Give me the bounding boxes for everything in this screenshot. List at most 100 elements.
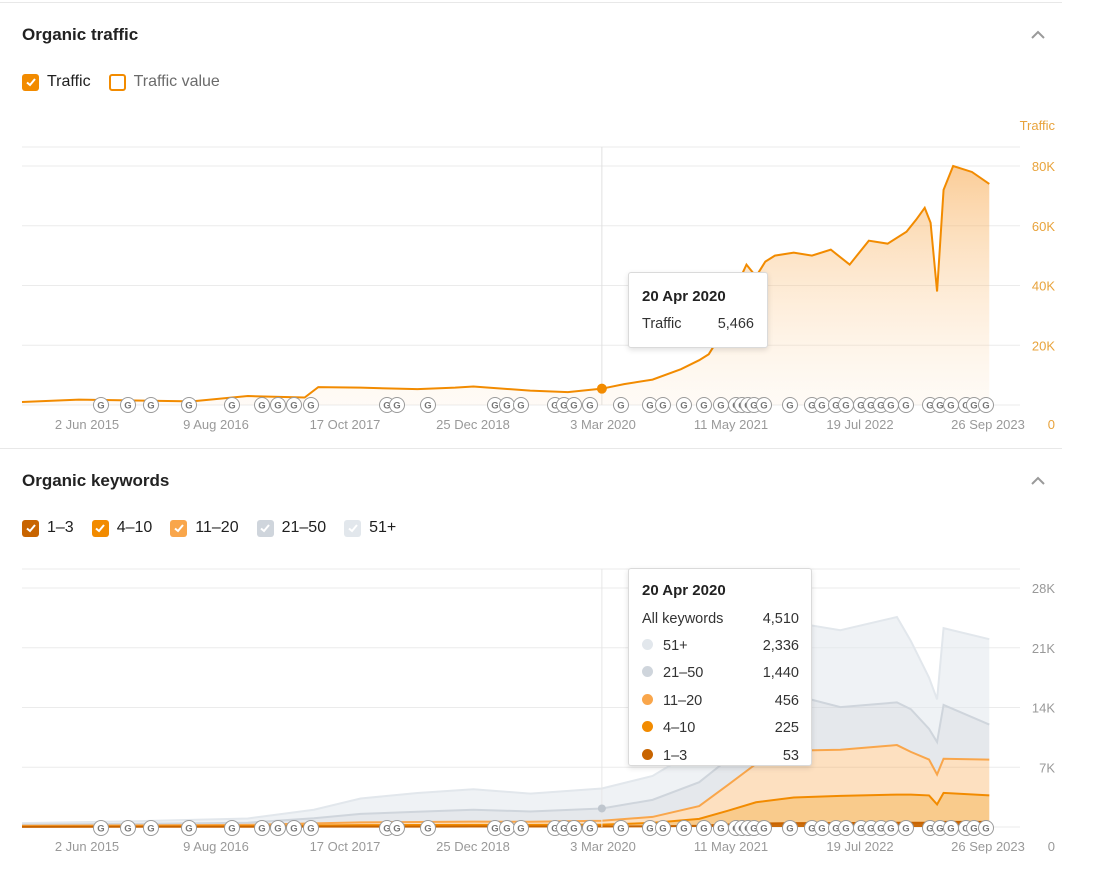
svg-text:G: G bbox=[97, 824, 104, 835]
google-update-icon[interactable]: G bbox=[254, 820, 270, 836]
google-update-icon[interactable]: G bbox=[224, 820, 240, 836]
google-update-icon[interactable]: G bbox=[696, 397, 712, 413]
legend-traffic-toggle[interactable]: Traffic bbox=[22, 73, 91, 91]
svg-text:G: G bbox=[842, 824, 849, 835]
tooltip-row-label: 51+ bbox=[663, 638, 688, 654]
x-tick-label: 9 Aug 2016 bbox=[183, 839, 249, 854]
collapse-keywords-chevron-up-icon[interactable] bbox=[1028, 471, 1048, 491]
x-tick-label: 19 Jul 2022 bbox=[826, 839, 893, 854]
google-update-icon[interactable]: G bbox=[93, 397, 109, 413]
google-update-icon[interactable]: G bbox=[655, 820, 671, 836]
google-update-icon[interactable]: G bbox=[814, 397, 830, 413]
google-update-icon[interactable]: G bbox=[613, 820, 629, 836]
tooltip-row-value: 2,336 bbox=[762, 638, 799, 654]
google-update-icon[interactable]: G bbox=[270, 397, 286, 413]
legend-traffic-value-toggle[interactable]: Traffic value bbox=[108, 73, 220, 91]
tooltip-row: 11–20 456 bbox=[642, 693, 799, 709]
svg-text:G: G bbox=[970, 824, 977, 835]
google-update-icon[interactable]: G bbox=[513, 820, 529, 836]
google-update-icon[interactable]: G bbox=[93, 820, 109, 836]
google-update-icon[interactable]: G bbox=[582, 397, 598, 413]
google-update-icon[interactable]: G bbox=[389, 820, 405, 836]
google-update-icon[interactable]: G bbox=[181, 397, 197, 413]
google-update-icon[interactable]: G bbox=[898, 820, 914, 836]
google-update-icon[interactable]: G bbox=[756, 820, 772, 836]
svg-text:G: G bbox=[947, 824, 954, 835]
google-update-icon[interactable]: G bbox=[566, 397, 582, 413]
google-update-icon[interactable]: G bbox=[978, 397, 994, 413]
google-update-icon[interactable]: G bbox=[655, 397, 671, 413]
svg-text:G: G bbox=[962, 824, 969, 835]
google-update-icon[interactable]: G bbox=[838, 820, 854, 836]
y-tick-label: 7K bbox=[1039, 760, 1055, 775]
google-update-icon[interactable]: G bbox=[420, 397, 436, 413]
legend-21-50-toggle[interactable]: 21–50 bbox=[256, 519, 326, 537]
google-update-icon[interactable]: G bbox=[756, 397, 772, 413]
google-update-icon[interactable]: G bbox=[513, 397, 529, 413]
google-update-icon[interactable]: G bbox=[224, 397, 240, 413]
google-update-icon[interactable]: G bbox=[254, 397, 270, 413]
collapse-traffic-chevron-up-icon[interactable] bbox=[1028, 25, 1048, 45]
google-update-icon[interactable]: G bbox=[838, 397, 854, 413]
y-tick-label: 14K bbox=[1032, 701, 1055, 716]
google-update-icon[interactable]: G bbox=[713, 397, 729, 413]
legend-51-plus-toggle[interactable]: 51+ bbox=[344, 519, 396, 537]
google-update-icon[interactable]: G bbox=[143, 397, 159, 413]
google-update-icon[interactable]: G bbox=[303, 820, 319, 836]
series-dot-icon bbox=[642, 666, 653, 677]
series-line-3 bbox=[21, 694, 990, 826]
legend-4-10-toggle[interactable]: 4–10 bbox=[91, 519, 152, 537]
series-dot-icon bbox=[642, 749, 653, 760]
y-axis-title: Traffic bbox=[1020, 118, 1056, 133]
svg-text:G: G bbox=[936, 824, 943, 835]
google-update-icon[interactable]: G bbox=[883, 397, 899, 413]
svg-text:G: G bbox=[818, 401, 825, 412]
google-update-icon[interactable]: G bbox=[270, 820, 286, 836]
svg-text:G: G bbox=[717, 824, 724, 835]
google-update-icon[interactable]: G bbox=[499, 397, 515, 413]
google-update-icon[interactable]: G bbox=[566, 820, 582, 836]
google-update-icon[interactable]: G bbox=[782, 820, 798, 836]
google-update-icon[interactable]: G bbox=[814, 820, 830, 836]
highlight-point bbox=[597, 804, 606, 813]
svg-text:G: G bbox=[228, 824, 235, 835]
tooltip-row-value: 456 bbox=[774, 693, 799, 709]
svg-text:G: G bbox=[185, 824, 192, 835]
google-update-icon[interactable]: G bbox=[713, 820, 729, 836]
svg-text:G: G bbox=[517, 401, 524, 412]
google-update-icon[interactable]: G bbox=[582, 820, 598, 836]
google-update-icon[interactable]: G bbox=[898, 397, 914, 413]
google-update-icon[interactable]: G bbox=[696, 820, 712, 836]
google-update-icon[interactable]: G bbox=[978, 820, 994, 836]
traffic-chart[interactable]: Traffic 0 20K 40K 60K 80K 2 Jun 2015 9 Aug 2016… bbox=[0, 3, 1062, 443]
svg-text:G: G bbox=[902, 824, 909, 835]
google-update-icon[interactable]: G bbox=[883, 820, 899, 836]
google-update-icon[interactable]: G bbox=[676, 397, 692, 413]
legend-1-3-toggle[interactable]: 1–3 bbox=[22, 519, 74, 537]
google-update-icon[interactable]: G bbox=[943, 820, 959, 836]
google-update-icon[interactable]: G bbox=[932, 397, 948, 413]
google-update-icon[interactable]: G bbox=[943, 397, 959, 413]
google-update-icon[interactable]: G bbox=[120, 820, 136, 836]
svg-text:G: G bbox=[307, 401, 314, 412]
keywords-chart[interactable]: 0 7K 14K 21K 28K 2 Jun 2015 9 Aug 2016 17 Oct 2… bbox=[0, 449, 1062, 869]
google-update-icon[interactable]: G bbox=[120, 397, 136, 413]
google-update-icon[interactable]: G bbox=[782, 397, 798, 413]
google-update-icon[interactable]: G bbox=[499, 820, 515, 836]
svg-text:G: G bbox=[551, 824, 558, 835]
google-update-icon[interactable]: G bbox=[613, 397, 629, 413]
traffic-legend: Traffic Traffic value bbox=[22, 73, 220, 91]
google-update-icon[interactable]: G bbox=[389, 397, 405, 413]
checkbox-checked-icon bbox=[22, 519, 39, 537]
google-update-icon[interactable]: G bbox=[143, 820, 159, 836]
svg-text:G: G bbox=[750, 824, 757, 835]
google-update-icon[interactable]: G bbox=[286, 820, 302, 836]
svg-text:G: G bbox=[503, 824, 510, 835]
legend-11-20-toggle[interactable]: 11–20 bbox=[170, 519, 239, 537]
series-area-1 bbox=[22, 792, 990, 827]
google-update-icon[interactable]: G bbox=[286, 397, 302, 413]
google-update-icon[interactable]: G bbox=[181, 820, 197, 836]
google-update-icon[interactable]: G bbox=[303, 397, 319, 413]
google-update-icon[interactable]: G bbox=[676, 820, 692, 836]
google-update-icon[interactable]: G bbox=[420, 820, 436, 836]
